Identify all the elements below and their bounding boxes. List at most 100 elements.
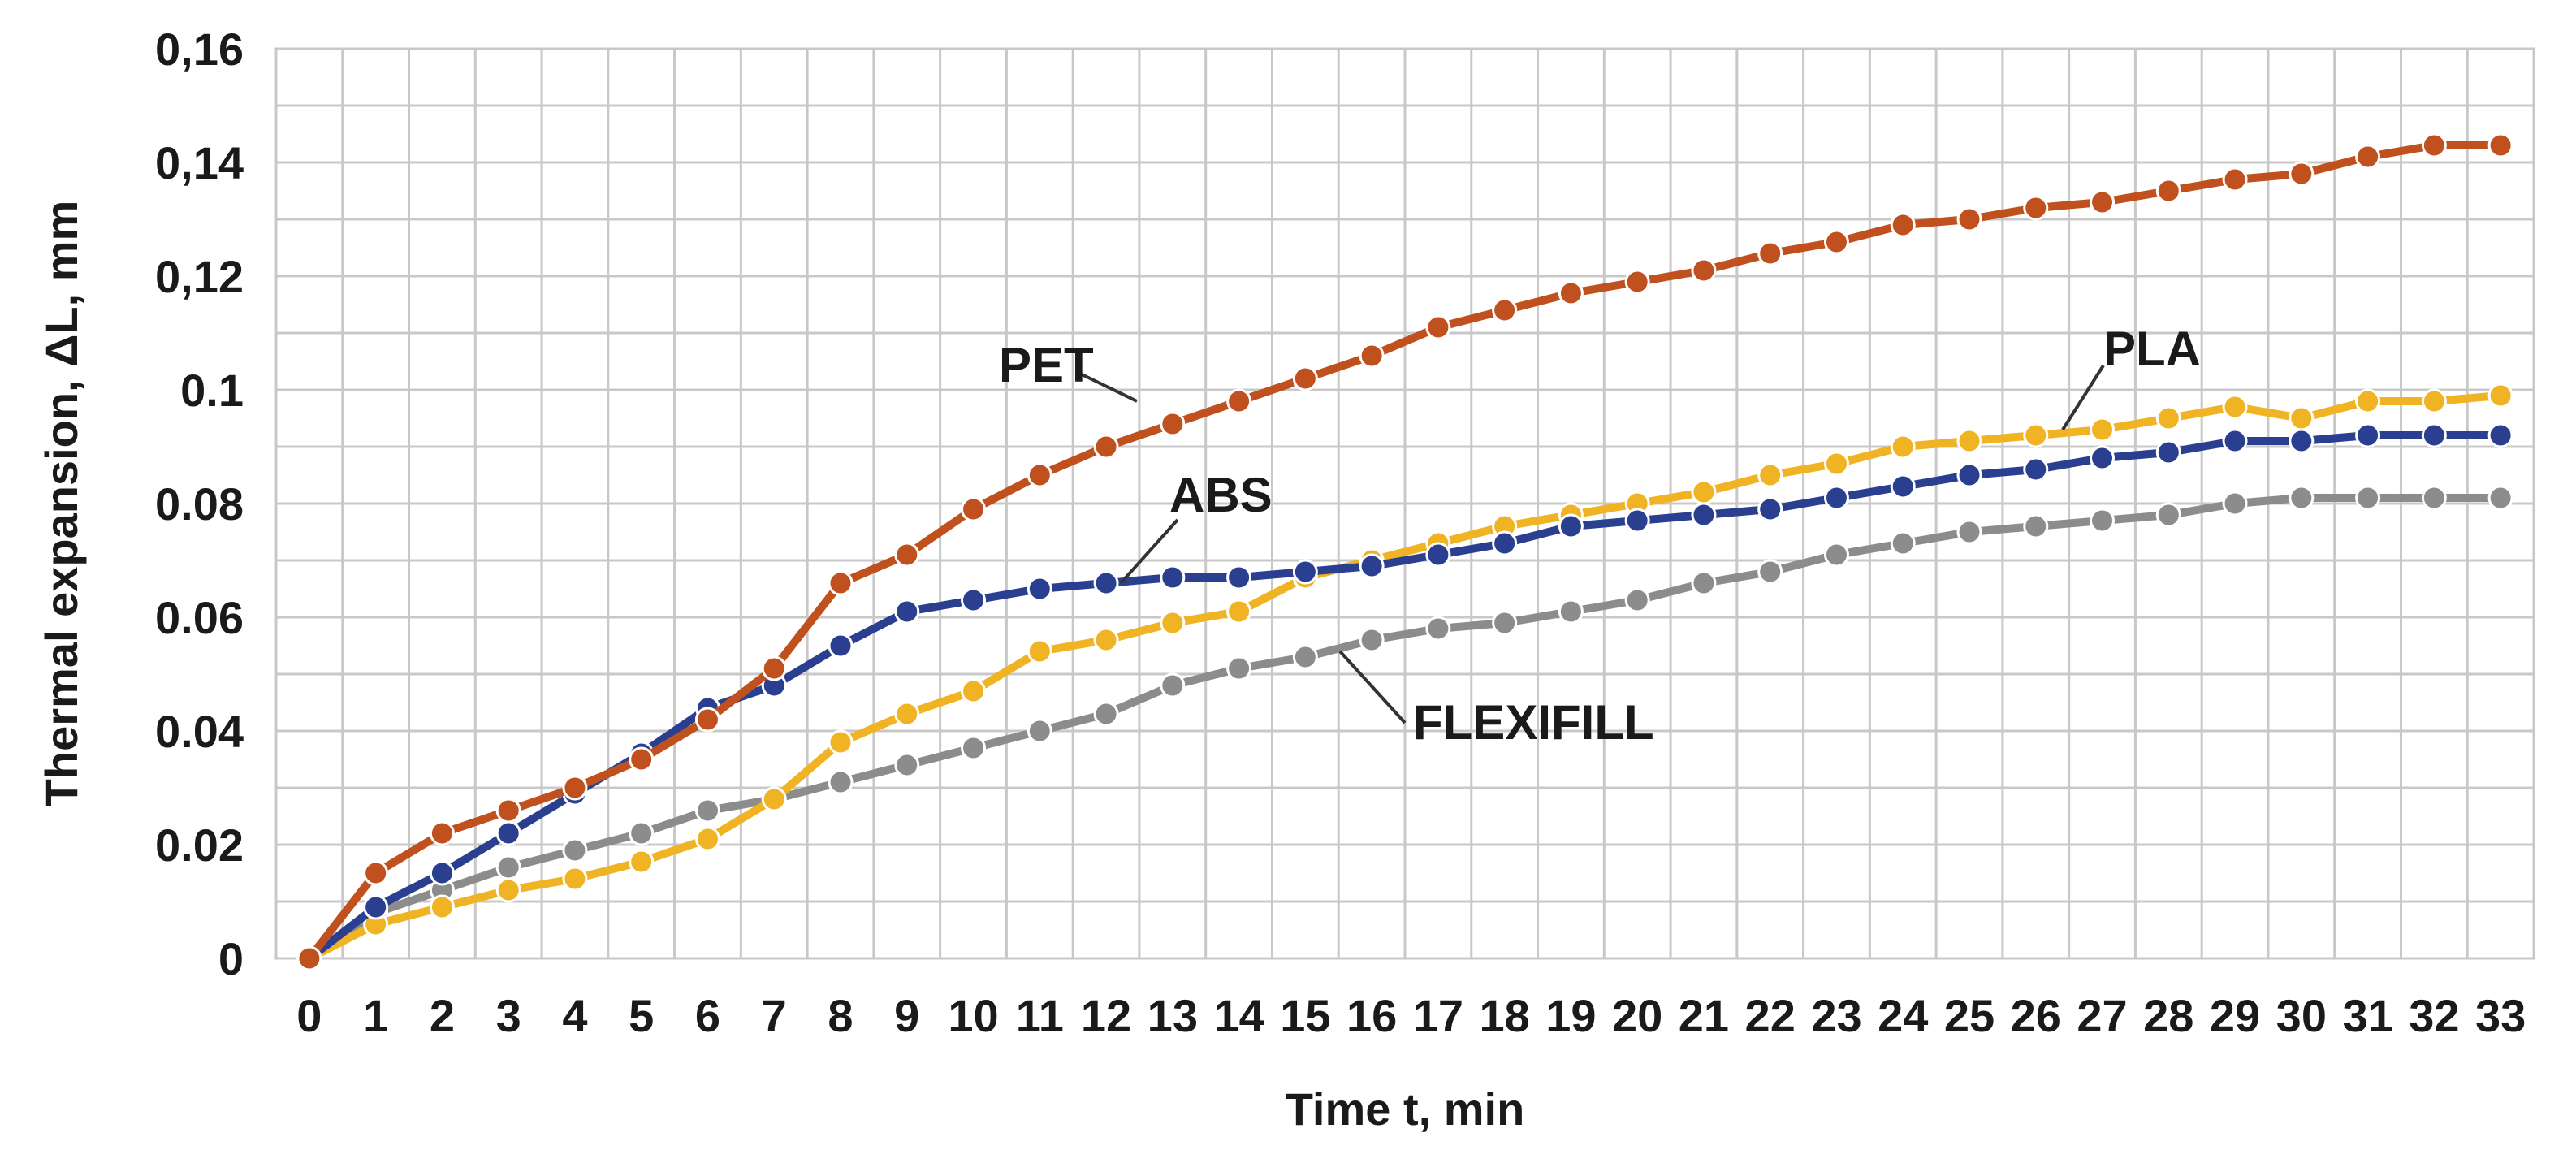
data-point-abs bbox=[828, 633, 854, 659]
data-point-abs bbox=[429, 860, 455, 886]
y-tick-label: 0 bbox=[218, 933, 244, 984]
data-point-abs bbox=[961, 587, 987, 613]
data-point-pla bbox=[495, 877, 521, 903]
data-point-pet bbox=[894, 542, 920, 568]
data-point-pet bbox=[1292, 365, 1318, 391]
data-point-flexifill bbox=[1624, 587, 1650, 613]
series-line-flexifill bbox=[307, 494, 2501, 962]
data-point-abs bbox=[1890, 473, 1916, 499]
data-point-abs bbox=[1492, 530, 1518, 556]
series-flexifill bbox=[296, 485, 2513, 971]
y-tick-label: 0,14 bbox=[155, 137, 244, 188]
data-point-abs bbox=[2487, 422, 2513, 448]
x-tick-label: 5 bbox=[629, 990, 654, 1041]
data-point-flexifill bbox=[1292, 644, 1318, 670]
data-point-flexifill bbox=[1027, 718, 1052, 744]
leader-line-pla bbox=[2061, 364, 2105, 431]
series-label-pla: PLA bbox=[2103, 322, 2201, 376]
data-point-pla bbox=[1093, 627, 1119, 653]
data-point-pla bbox=[761, 786, 787, 812]
x-tick-label: 27 bbox=[2077, 990, 2127, 1041]
data-point-abs bbox=[1956, 462, 1982, 488]
data-point-abs bbox=[2023, 456, 2049, 482]
data-point-flexifill bbox=[2355, 485, 2381, 511]
data-point-pla bbox=[2155, 405, 2181, 431]
x-tick-label: 14 bbox=[1213, 990, 1264, 1041]
data-point-pet bbox=[2023, 195, 2049, 221]
data-point-pet bbox=[1890, 212, 1916, 238]
x-tick-label: 19 bbox=[1545, 990, 1596, 1041]
data-point-flexifill bbox=[2289, 485, 2315, 511]
data-point-abs bbox=[2421, 422, 2447, 448]
data-point-flexifill bbox=[2487, 485, 2513, 511]
data-point-abs bbox=[363, 894, 389, 920]
data-point-abs bbox=[1624, 508, 1650, 534]
y-tick-label: 0.06 bbox=[155, 592, 244, 643]
data-point-flexifill bbox=[2421, 485, 2447, 511]
x-tick-label: 24 bbox=[1878, 990, 1928, 1041]
data-point-flexifill bbox=[1160, 672, 1186, 698]
x-tick-label: 12 bbox=[1081, 990, 1131, 1041]
data-point-flexifill bbox=[2155, 502, 2181, 528]
data-point-abs bbox=[894, 599, 920, 625]
data-point-flexifill bbox=[828, 769, 854, 795]
data-point-pet bbox=[1624, 269, 1650, 295]
data-point-pla bbox=[1823, 451, 1849, 477]
data-point-abs bbox=[1823, 485, 1849, 511]
data-point-pla bbox=[2222, 394, 2248, 420]
x-tick-label: 26 bbox=[2011, 990, 2061, 1041]
data-point-pet bbox=[2155, 178, 2181, 204]
data-point-flexifill bbox=[1226, 655, 1252, 681]
x-tick-label: 10 bbox=[948, 990, 998, 1041]
data-point-pla bbox=[1226, 599, 1252, 625]
data-point-abs bbox=[1425, 542, 1451, 568]
series-line-pet bbox=[305, 141, 2501, 962]
data-point-pla bbox=[828, 729, 854, 755]
data-point-flexifill bbox=[629, 820, 655, 846]
x-tick-label: 6 bbox=[695, 990, 720, 1041]
data-point-pla bbox=[961, 678, 987, 704]
y-tick-label: 0.04 bbox=[155, 706, 244, 757]
y-tick-label: 0,12 bbox=[155, 251, 244, 302]
data-point-flexifill bbox=[1956, 519, 1982, 545]
data-point-abs bbox=[2090, 445, 2116, 471]
data-point-pet bbox=[2487, 132, 2513, 158]
data-point-pla bbox=[694, 826, 720, 852]
data-point-flexifill bbox=[1691, 570, 1717, 596]
data-point-abs bbox=[1359, 553, 1385, 579]
data-point-abs bbox=[2222, 428, 2248, 454]
data-point-pla bbox=[2421, 388, 2447, 414]
data-point-pla bbox=[1160, 610, 1186, 636]
data-point-pla bbox=[894, 701, 920, 727]
data-point-pet bbox=[1757, 240, 1783, 266]
x-tick-label: 21 bbox=[1679, 990, 1729, 1041]
x-tick-label: 1 bbox=[363, 990, 388, 1041]
x-tick-label: 29 bbox=[2210, 990, 2260, 1041]
data-point-pet bbox=[1093, 434, 1119, 460]
data-point-pet bbox=[1492, 297, 1518, 323]
leader-line-abs bbox=[1119, 518, 1179, 585]
data-point-abs bbox=[1226, 564, 1252, 590]
data-point-pet bbox=[1226, 388, 1252, 414]
data-point-abs bbox=[2355, 422, 2381, 448]
data-point-pet bbox=[363, 860, 389, 886]
x-tick-label: 7 bbox=[762, 990, 787, 1041]
x-tick-label: 33 bbox=[2475, 990, 2526, 1041]
data-point-flexifill bbox=[961, 735, 987, 761]
data-point-pla bbox=[429, 894, 455, 920]
data-point-flexifill bbox=[1757, 559, 1783, 585]
data-point-pet bbox=[1160, 411, 1186, 437]
data-point-pla bbox=[562, 866, 588, 892]
x-tick-label: 4 bbox=[562, 990, 587, 1041]
y-tick-label: 0.02 bbox=[155, 819, 244, 871]
data-point-flexifill bbox=[495, 854, 521, 880]
data-point-pet bbox=[1823, 229, 1849, 255]
series-label-flexifill: FLEXIFILL bbox=[1413, 695, 1654, 750]
data-point-pla bbox=[1691, 479, 1717, 505]
x-tick-label: 9 bbox=[894, 990, 919, 1041]
data-point-pet bbox=[1691, 257, 1717, 283]
x-tick-label: 8 bbox=[828, 990, 853, 1041]
x-tick-label: 25 bbox=[1944, 990, 1995, 1041]
x-tick-label: 16 bbox=[1346, 990, 1397, 1041]
data-point-flexifill bbox=[1359, 627, 1385, 653]
